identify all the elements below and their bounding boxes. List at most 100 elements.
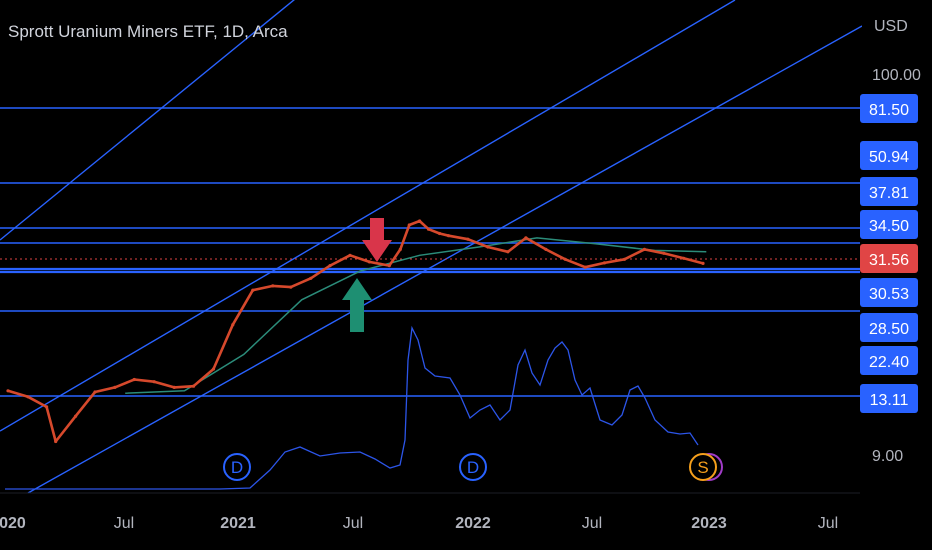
price-point — [289, 285, 293, 289]
currency-label: USD — [874, 18, 908, 35]
badge-label: S — [697, 458, 708, 477]
channel-line — [0, 0, 295, 241]
price-tag-label: 22.40 — [869, 354, 909, 371]
badge-circle — [459, 453, 487, 481]
price-tag: 37.81 — [860, 177, 918, 206]
price-point — [544, 247, 548, 251]
price-point — [211, 367, 216, 371]
price-tag-bg — [860, 384, 918, 413]
sma-line — [125, 237, 707, 394]
chart-title: Sprott Uranium Miners ETF, 1D, Arca — [8, 22, 288, 41]
price-tag: 30.53 — [860, 278, 918, 307]
price-tag-label: 31.56 — [869, 252, 909, 269]
price-tag-label: 30.53 — [869, 286, 909, 303]
price-point — [506, 250, 510, 254]
price-tick-label: 9.00 — [872, 448, 903, 465]
price-point — [251, 288, 255, 292]
price-tag-label: 37.81 — [869, 185, 909, 202]
buy-arrow-shape — [342, 278, 372, 332]
price-point — [93, 390, 97, 394]
time-tick-label: Jul — [818, 515, 838, 532]
price-tag-bg — [860, 244, 918, 273]
buy-arrow — [342, 278, 372, 332]
price-tag-bg — [860, 94, 918, 123]
price-point — [622, 257, 627, 261]
time-tick-label: 2020 — [0, 515, 26, 532]
price-tag: 22.40 — [860, 346, 918, 375]
price-point — [191, 384, 196, 388]
price-point — [447, 234, 451, 238]
price-point — [328, 264, 332, 268]
time-axis-bg — [0, 497, 932, 550]
price-point — [348, 253, 352, 257]
price-point — [486, 245, 490, 249]
price-tag-bg — [860, 210, 918, 239]
price-tag-label: 28.50 — [869, 321, 909, 338]
price-axis-bg — [862, 0, 932, 550]
price-line — [7, 219, 704, 443]
price-tag-label: 50.94 — [869, 149, 909, 166]
price-point — [642, 247, 647, 251]
price-point — [602, 261, 607, 265]
time-tick-label: Jul — [582, 515, 602, 532]
badge-label: D — [231, 458, 243, 477]
price-tag-bg — [860, 141, 918, 170]
price-tag-bg — [860, 346, 918, 375]
dividend-badge: D — [459, 453, 487, 481]
badge-circle — [223, 453, 251, 481]
price-point — [662, 251, 666, 255]
time-tick-label: 2021 — [220, 515, 256, 532]
sell-arrow — [362, 218, 392, 262]
price-point — [466, 237, 470, 241]
price-tag-label: 34.50 — [869, 218, 909, 235]
dividend-badge: D — [223, 453, 251, 481]
price-point — [398, 247, 402, 251]
sell-arrow-shape — [362, 218, 392, 262]
price-tag-bg — [860, 177, 918, 206]
price-point — [54, 439, 58, 444]
time-tick-label: 2022 — [455, 515, 491, 532]
price-tag-bg — [860, 278, 918, 307]
price-point — [231, 323, 235, 327]
price-point — [387, 264, 391, 268]
price-point — [113, 385, 117, 389]
price-point — [26, 395, 30, 399]
price-point — [132, 377, 136, 382]
split-badge: S — [689, 453, 723, 481]
price-point — [309, 276, 313, 280]
price-point — [418, 219, 422, 223]
price-tag-bg — [860, 313, 918, 342]
price-point — [682, 256, 686, 260]
price-tag: 28.50 — [860, 313, 918, 342]
volume-profile — [5, 325, 699, 490]
price-point — [152, 380, 156, 384]
channel-line — [0, 0, 736, 432]
price-tag: 81.50 — [860, 94, 918, 123]
price-point — [367, 260, 371, 264]
price-point — [74, 414, 78, 418]
price-point — [524, 236, 528, 240]
price-tag: 34.50 — [860, 210, 918, 239]
price-tick-label: 100.00 — [872, 67, 921, 84]
price-tag-label: 81.50 — [869, 102, 909, 119]
price-point — [6, 389, 10, 393]
time-tick-label: Jul — [343, 515, 363, 532]
price-tag: 31.56 — [860, 244, 918, 273]
price-point — [701, 261, 705, 265]
price-tag-label: 13.11 — [870, 392, 909, 409]
price-point — [583, 265, 587, 269]
badge-label: D — [467, 458, 479, 477]
price-point — [427, 227, 431, 231]
time-tick-label: 2023 — [691, 515, 727, 532]
badge-circle — [689, 453, 717, 481]
price-point — [271, 284, 275, 288]
price-tag: 13.11 — [860, 384, 918, 413]
price-point — [438, 231, 442, 236]
price-point — [563, 257, 567, 261]
price-point — [172, 385, 176, 389]
price-tag: 50.94 — [860, 141, 918, 170]
time-tick-label: Jul — [114, 515, 134, 532]
price-point — [407, 223, 411, 227]
